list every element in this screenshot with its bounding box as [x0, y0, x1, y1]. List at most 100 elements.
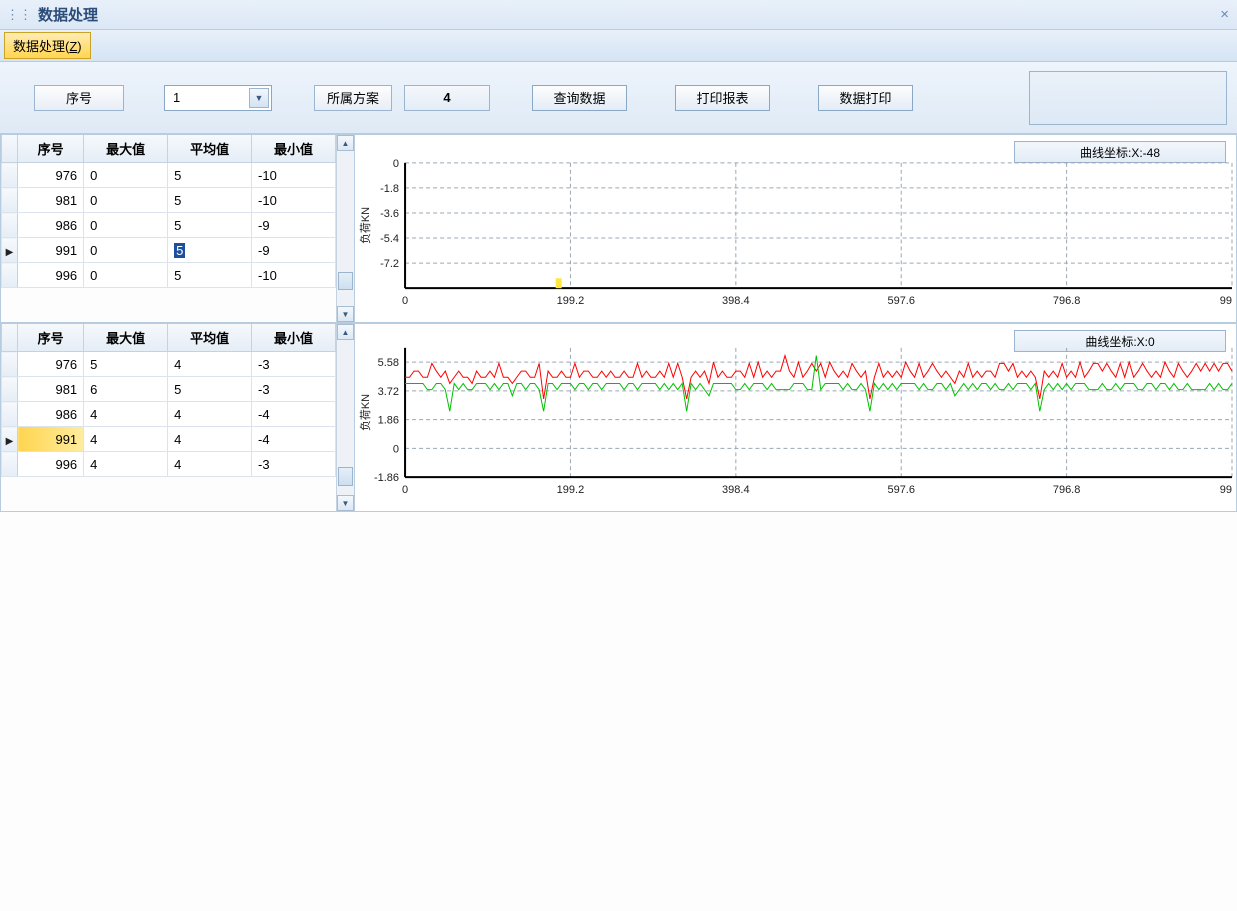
cell-min[interactable]: -10 [252, 263, 336, 288]
col-seq[interactable]: 序号 [18, 324, 84, 352]
col-min[interactable]: 最小值 [252, 324, 336, 352]
table-1[interactable]: 序号 最大值 平均值 最小值 97605-1098105-1098605-9▶9… [1, 135, 336, 322]
print-report-button[interactable]: 打印报表 [675, 85, 770, 111]
cell-seq[interactable]: 981 [18, 188, 84, 213]
scroll-up-icon[interactable]: ▲ [337, 135, 354, 151]
table-row[interactable]: 98105-10 [2, 188, 336, 213]
cell-seq[interactable]: 976 [18, 163, 84, 188]
xuhao-dropdown[interactable]: 1 ▼ [164, 85, 272, 111]
table-row[interactable]: 99605-10 [2, 263, 336, 288]
print-data-button[interactable]: 数据打印 [818, 85, 913, 111]
col-min[interactable]: 最小值 [252, 135, 336, 163]
cell-avg[interactable]: 5 [168, 213, 252, 238]
svg-text:负荷KN: 负荷KN [358, 207, 372, 244]
cell-max[interactable]: 5 [84, 352, 168, 377]
cell-avg[interactable]: 5 [168, 377, 252, 402]
cell-min[interactable]: -10 [252, 163, 336, 188]
xuhao-label: 序号 [34, 85, 124, 111]
scroll-up-icon[interactable]: ▲ [337, 324, 354, 340]
scroll-track[interactable] [337, 340, 354, 495]
cell-max[interactable]: 4 [84, 402, 168, 427]
chart-2[interactable]: 曲线坐标:X:0 5.583.721.860-1.860199.2398.459… [355, 324, 1236, 511]
scroll-thumb[interactable] [338, 467, 353, 486]
cell-min[interactable]: -9 [252, 213, 336, 238]
cell-max[interactable]: 4 [84, 427, 168, 452]
svg-text:398.4: 398.4 [722, 484, 750, 496]
cell-min[interactable]: -9 [252, 238, 336, 263]
cell-min[interactable]: -3 [252, 352, 336, 377]
cell-avg[interactable]: 4 [168, 352, 252, 377]
table-1-scrollbar[interactable]: ▲ ▼ [336, 135, 354, 322]
dropdown-value: 1 [173, 90, 180, 105]
scroll-down-icon[interactable]: ▼ [337, 495, 354, 511]
chart-1-svg: 0-1.8-3.6-5.4-7.20199.2398.4597.6796.899… [355, 135, 1236, 322]
row-header [2, 163, 18, 188]
table-row[interactable]: 97654-3 [2, 352, 336, 377]
cell-seq[interactable]: 986 [18, 213, 84, 238]
close-icon[interactable]: × [1220, 6, 1229, 23]
drag-handle-icon: ⋮⋮ [6, 7, 32, 23]
cell-max[interactable]: 4 [84, 452, 168, 477]
cell-max[interactable]: 0 [84, 213, 168, 238]
table-header-row: 序号 最大值 平均值 最小值 [2, 135, 336, 163]
cell-seq[interactable]: 991 [18, 427, 84, 452]
cell-avg[interactable]: 5 [168, 238, 252, 263]
table-row[interactable]: 99644-3 [2, 452, 336, 477]
scroll-thumb[interactable] [338, 272, 353, 291]
cell-seq[interactable]: 986 [18, 402, 84, 427]
cell-seq[interactable]: 996 [18, 452, 84, 477]
cell-seq[interactable]: 981 [18, 377, 84, 402]
panel-2: 序号 最大值 平均值 最小值 97654-398165-398644-4▶991… [0, 323, 1237, 512]
row-header [2, 352, 18, 377]
chart-2-svg: 5.583.721.860-1.860199.2398.4597.6796.89… [355, 324, 1236, 511]
scroll-track[interactable] [337, 151, 354, 306]
table-row[interactable]: 98165-3 [2, 377, 336, 402]
cell-max[interactable]: 0 [84, 163, 168, 188]
cell-seq[interactable]: 996 [18, 263, 84, 288]
chevron-down-icon[interactable]: ▼ [249, 88, 269, 108]
table-row[interactable]: ▶99105-9 [2, 238, 336, 263]
toolbar-group-actions: 查询数据 打印报表 数据打印 [532, 85, 913, 111]
col-max[interactable]: 最大值 [84, 324, 168, 352]
chart-1[interactable]: 曲线坐标:X:-48 0-1.8-3.6-5.4-7.20199.2398.45… [355, 135, 1236, 322]
cell-seq[interactable]: 991 [18, 238, 84, 263]
cell-seq[interactable]: 976 [18, 352, 84, 377]
fangan-label: 所属方案 [314, 85, 392, 111]
query-data-button[interactable]: 查询数据 [532, 85, 627, 111]
cell-min[interactable]: -3 [252, 377, 336, 402]
col-avg[interactable]: 平均值 [168, 324, 252, 352]
cell-max[interactable]: 0 [84, 188, 168, 213]
col-avg[interactable]: 平均值 [168, 135, 252, 163]
menu-label-prefix: 数据处理( [13, 39, 69, 54]
cell-avg[interactable]: 4 [168, 452, 252, 477]
cell-min[interactable]: -4 [252, 402, 336, 427]
col-max[interactable]: 最大值 [84, 135, 168, 163]
panel-1: 序号 最大值 平均值 最小值 97605-1098105-1098605-9▶9… [0, 134, 1237, 323]
table-row[interactable]: ▶99144-4 [2, 427, 336, 452]
cell-avg[interactable]: 5 [168, 163, 252, 188]
cell-max[interactable]: 0 [84, 238, 168, 263]
cell-avg[interactable]: 4 [168, 402, 252, 427]
cell-max[interactable]: 0 [84, 263, 168, 288]
scroll-down-icon[interactable]: ▼ [337, 306, 354, 322]
row-header [2, 213, 18, 238]
titlebar[interactable]: ⋮⋮ 数据处理 × [0, 0, 1237, 30]
table-2-scrollbar[interactable]: ▲ ▼ [336, 324, 354, 511]
table-2[interactable]: 序号 最大值 平均值 最小值 97654-398165-398644-4▶991… [1, 324, 336, 511]
col-seq[interactable]: 序号 [18, 135, 84, 163]
window: ⋮⋮ 数据处理 × 数据处理(Z) 序号 1 ▼ 所属方案 4 查询数据 打印报… [0, 0, 1237, 911]
table-1-wrap: 序号 最大值 平均值 最小值 97605-1098105-1098605-9▶9… [1, 135, 355, 322]
table-row[interactable]: 98644-4 [2, 402, 336, 427]
svg-text:-7.2: -7.2 [380, 258, 399, 270]
table-row[interactable]: 98605-9 [2, 213, 336, 238]
cell-avg[interactable]: 5 [168, 263, 252, 288]
cell-avg[interactable]: 4 [168, 427, 252, 452]
cell-min[interactable]: -4 [252, 427, 336, 452]
cell-min[interactable]: -10 [252, 188, 336, 213]
cell-avg[interactable]: 5 [168, 188, 252, 213]
cell-min[interactable]: -3 [252, 452, 336, 477]
cell-max[interactable]: 6 [84, 377, 168, 402]
table-row[interactable]: 97605-10 [2, 163, 336, 188]
row-header [2, 452, 18, 477]
menu-data-processing[interactable]: 数据处理(Z) [4, 32, 91, 59]
